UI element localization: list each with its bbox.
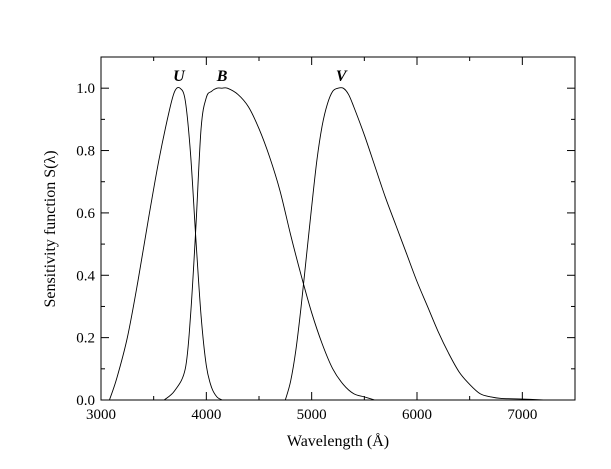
curves [109,87,544,401]
band-label-u: U [173,68,186,85]
y-tick-label: 0.0 [76,393,95,409]
x-tick-label: 3000 [86,407,116,423]
x-tick-label: 6000 [402,407,432,423]
axis-ticks [100,56,576,401]
y-tick-label: 1.0 [76,81,95,97]
band-label-b: B [216,68,228,85]
y-tick-label: 0.8 [76,144,95,160]
curve-u [109,87,223,401]
y-tick-label: 0.2 [76,331,95,347]
curve-v [284,87,544,401]
curve-b [163,87,375,401]
y-tick-label: 0.4 [76,268,95,284]
band-label-v: V [336,68,348,85]
x-tick-label: 7000 [507,407,537,423]
y-tick-label: 0.6 [76,206,95,222]
x-tick-label: 4000 [191,407,221,423]
tick-labels: 3000 4000 5000 6000 7000 0.0 0.2 0.4 0.6 0.8 1.0 [76,81,537,423]
x-axis-title: Wavelength (Å) [287,432,389,450]
x-tick-label: 5000 [297,407,327,423]
plot-frame [100,56,576,401]
y-axis-title: Sensitivity function S(λ) [42,150,59,307]
